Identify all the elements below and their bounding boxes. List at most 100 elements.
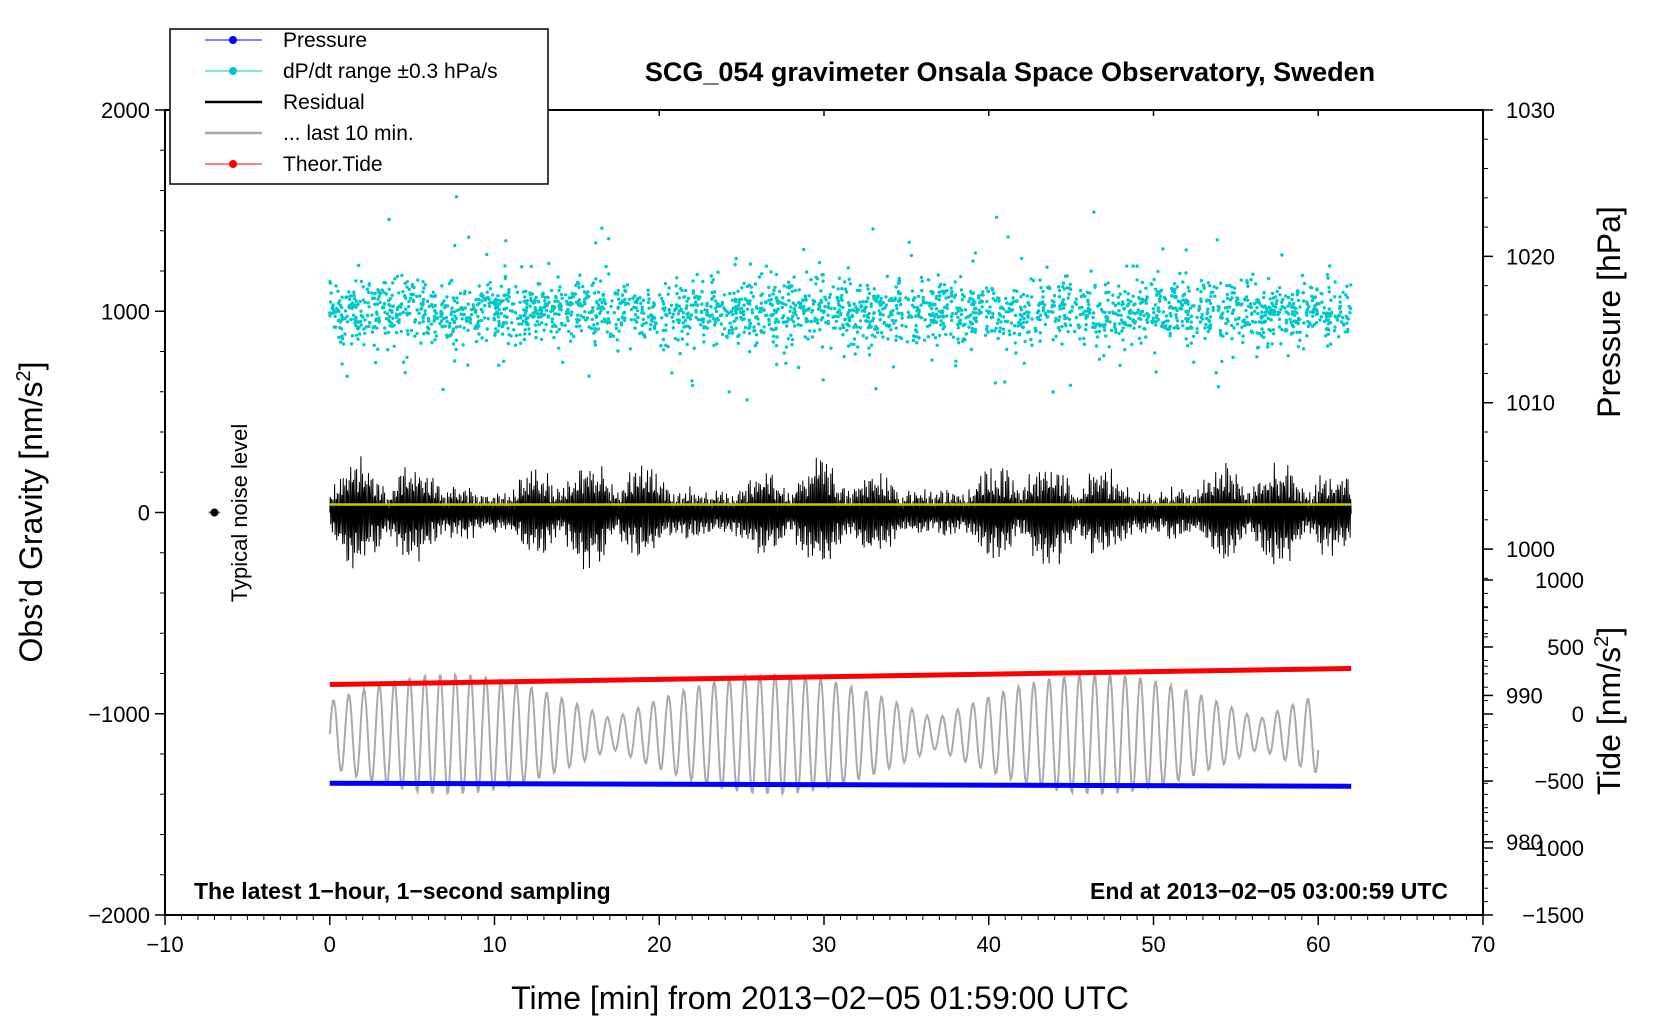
- dpdt-point: [950, 290, 954, 294]
- dpdt-point: [454, 195, 459, 199]
- dpdt-point: [399, 305, 403, 309]
- dpdt-point: [397, 318, 401, 322]
- dpdt-point: [554, 324, 558, 329]
- dpdt-point: [432, 294, 437, 299]
- dpdt-point: [938, 294, 942, 298]
- dpdt-point: [791, 301, 795, 305]
- dpdt-point: [1173, 287, 1177, 292]
- dpdt-point: [1204, 322, 1208, 327]
- dpdt-point: [641, 298, 646, 302]
- dpdt-point: [786, 337, 791, 341]
- dpdt-point: [387, 287, 391, 291]
- dpdt-point: [1139, 341, 1143, 345]
- dpdt-point: [1082, 336, 1086, 341]
- dpdt-point: [906, 310, 911, 315]
- dpdt-point: [767, 322, 771, 327]
- dpdt-point: [1255, 306, 1259, 310]
- dpdt-point: [659, 344, 663, 348]
- dpdt-point: [684, 288, 688, 293]
- dpdt-point: [979, 310, 983, 315]
- dpdt-point: [949, 299, 954, 304]
- dpdt-point: [1197, 304, 1202, 308]
- dpdt-point: [614, 322, 618, 327]
- dpdt-point: [633, 294, 637, 298]
- dpdt-point: [878, 312, 882, 317]
- dpdt-point: [782, 351, 786, 355]
- dpdt-point: [596, 306, 600, 311]
- dpdt-point: [856, 345, 860, 349]
- dpdt-point: [426, 331, 430, 336]
- dpdt-point: [969, 347, 974, 352]
- dpdt-point: [847, 303, 852, 308]
- dpdt-point: [481, 310, 485, 314]
- dpdt-point: [858, 326, 863, 330]
- dpdt-point: [864, 300, 868, 304]
- dpdt-point: [1225, 292, 1230, 297]
- dpdt-point: [1131, 264, 1135, 268]
- dpdt-point: [629, 318, 634, 322]
- dpdt-point: [640, 330, 644, 335]
- dpdt-point: [664, 343, 668, 348]
- dpdt-point: [373, 291, 377, 296]
- dpdt-point: [961, 337, 966, 341]
- dpdt-point: [1169, 314, 1173, 318]
- dpdt-point: [1067, 317, 1072, 321]
- dpdt-point: [691, 303, 695, 307]
- dpdt-point: [872, 294, 876, 298]
- dpdt-point: [884, 295, 888, 299]
- dpdt-point: [419, 306, 424, 310]
- dpdt-point: [442, 316, 446, 321]
- dpdt-point: [1207, 319, 1212, 323]
- dpdt-point: [518, 333, 522, 337]
- dpdt-point: [1020, 256, 1024, 261]
- dpdt-point: [852, 342, 856, 347]
- dpdt-point: [998, 326, 1002, 330]
- dpdt-point: [1199, 299, 1203, 304]
- tide-tick-label: −1500: [1522, 903, 1584, 928]
- dpdt-point: [617, 329, 621, 333]
- dpdt-point: [1170, 286, 1174, 291]
- dpdt-point: [737, 307, 742, 311]
- dpdt-point: [1123, 348, 1127, 352]
- dpdt-point: [1308, 310, 1313, 314]
- dpdt-point: [634, 306, 638, 310]
- dpdt-point: [448, 321, 452, 326]
- dpdt-point: [1266, 342, 1270, 346]
- dpdt-point: [813, 319, 817, 323]
- dpdt-point: [336, 289, 340, 293]
- dpdt-point: [458, 291, 463, 296]
- dpdt-point: [1030, 295, 1034, 299]
- dpdt-point: [440, 284, 444, 288]
- dpdt-point: [1052, 304, 1057, 308]
- dpdt-point: [423, 283, 428, 287]
- dpdt-point: [737, 298, 741, 302]
- dpdt-point: [854, 305, 858, 309]
- dpdt-point: [483, 297, 487, 301]
- dpdt-point: [531, 315, 535, 319]
- dpdt-point: [945, 289, 949, 293]
- dpdt-point: [990, 329, 994, 333]
- dpdt-point: [727, 331, 731, 335]
- dpdt-point: [1252, 302, 1257, 306]
- dpdt-point: [1106, 298, 1110, 302]
- dpdt-point: [1013, 313, 1018, 318]
- dpdt-point: [583, 310, 587, 314]
- dpdt-point: [523, 295, 527, 299]
- dpdt-point: [451, 342, 456, 346]
- dpdt-point: [953, 280, 957, 284]
- dpdt-point: [350, 334, 355, 338]
- dpdt-point: [892, 321, 896, 325]
- dpdt-point: [777, 289, 782, 294]
- dpdt-point: [343, 316, 347, 321]
- dpdt-point: [819, 289, 823, 293]
- dpdt-point: [995, 321, 1000, 325]
- dpdt-point: [1276, 312, 1280, 317]
- dpdt-point: [1166, 319, 1170, 323]
- dpdt-point: [876, 294, 880, 298]
- dpdt-point: [1068, 287, 1073, 292]
- dpdt-point: [791, 320, 796, 324]
- dpdt-point: [878, 299, 883, 303]
- x-tick-label: 40: [977, 932, 1001, 957]
- dpdt-point: [421, 316, 425, 320]
- dpdt-point: [439, 314, 443, 318]
